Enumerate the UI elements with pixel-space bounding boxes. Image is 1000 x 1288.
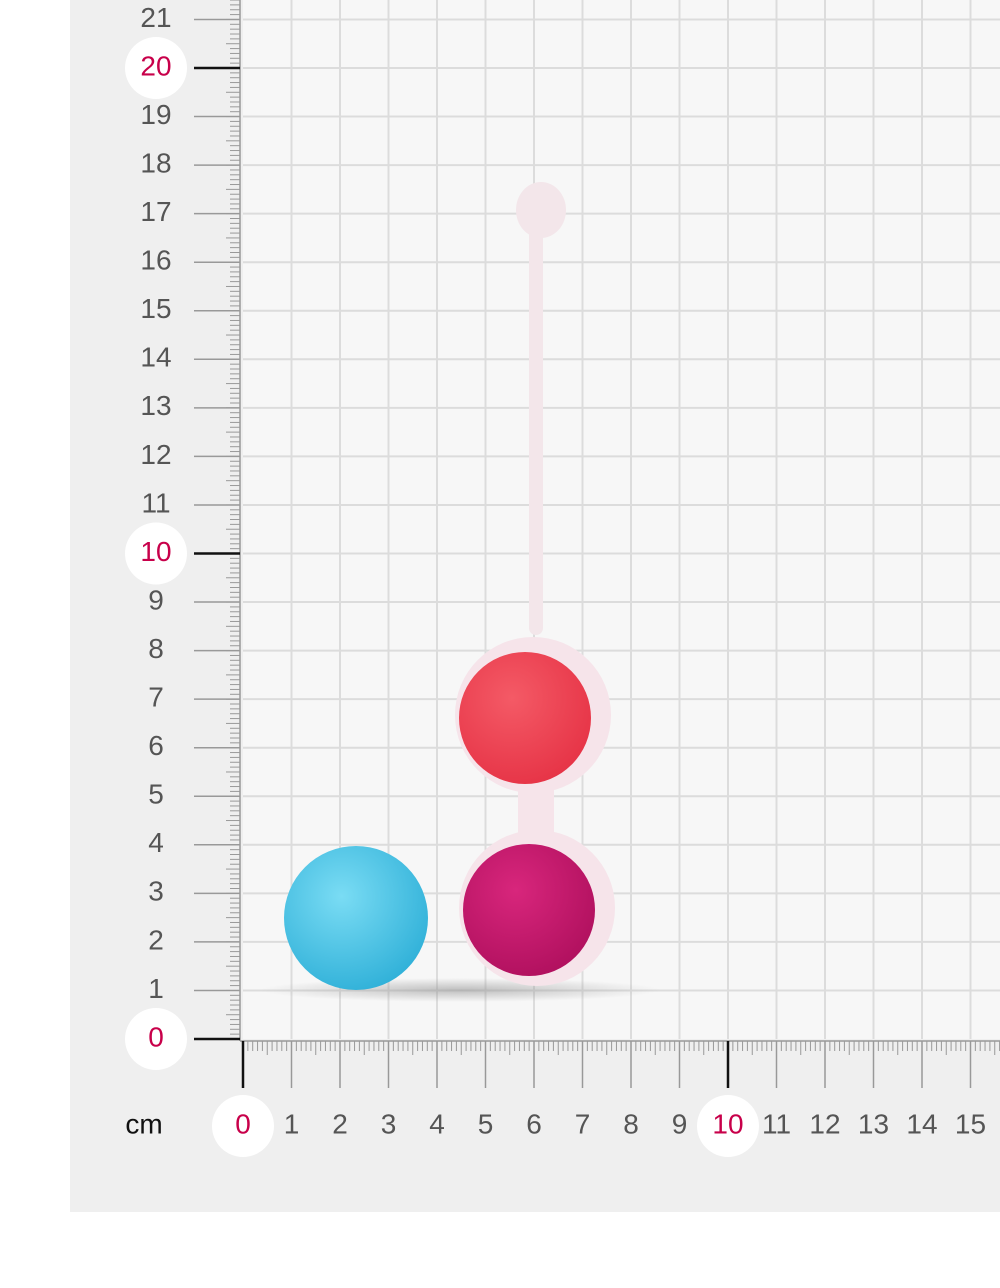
- y-tick-label: 16: [140, 245, 171, 276]
- red-ball: [459, 652, 591, 784]
- y-tick-label: 13: [140, 390, 171, 421]
- x-tick-label: 2: [332, 1108, 348, 1139]
- x-tick-label: 7: [575, 1108, 591, 1139]
- highlight-circle: [125, 1008, 187, 1070]
- y-tick-label: 14: [140, 342, 171, 373]
- y-tick-label: 10: [140, 536, 171, 567]
- y-tick-label: 5: [148, 779, 164, 810]
- x-tick-label: 12: [809, 1108, 840, 1139]
- y-tick-label: 18: [140, 147, 171, 178]
- highlight-circle: [212, 1095, 274, 1157]
- product: [260, 182, 660, 1002]
- grid: [243, 0, 1000, 1039]
- unit-label: cm: [125, 1108, 162, 1139]
- x-tick-label: 3: [381, 1108, 397, 1139]
- y-tick-label: 7: [148, 682, 164, 713]
- highlight-circle: [125, 37, 187, 99]
- y-tick-label: 11: [141, 487, 170, 518]
- highlight-circle: [697, 1095, 759, 1157]
- y-tick-label: 12: [140, 439, 171, 470]
- x-tick-label: 15: [955, 1108, 986, 1139]
- highlight-circle: [125, 522, 187, 585]
- x-tick-label: 5: [478, 1108, 494, 1139]
- y-tick-label: 20: [140, 50, 171, 81]
- x-tick-label: 14: [906, 1108, 937, 1139]
- x-tick-label: 11: [762, 1108, 791, 1139]
- y-tick-label: 0: [148, 1021, 164, 1052]
- y-tick-label: 1: [148, 973, 164, 1004]
- y-tick-label: 9: [148, 584, 164, 615]
- y-tick-label: 21: [140, 2, 171, 33]
- string: [529, 215, 543, 635]
- y-tick-label: 8: [148, 633, 164, 664]
- magenta-ball: [463, 844, 595, 976]
- blue-ball: [284, 846, 428, 990]
- x-tick-label: 1: [284, 1108, 300, 1139]
- y-tick-label: 6: [148, 730, 164, 761]
- y-tick-label: 19: [140, 99, 171, 130]
- x-tick-label: 8: [623, 1108, 639, 1139]
- x-tick-label: 0: [235, 1108, 251, 1139]
- x-tick-label: 6: [526, 1108, 542, 1139]
- y-tick-label: 15: [140, 293, 171, 324]
- y-tick-label: 2: [148, 924, 164, 955]
- neck: [518, 780, 554, 840]
- x-tick-label: 4: [429, 1108, 445, 1139]
- x-tick-label: 10: [712, 1108, 743, 1139]
- y-tick-label: 17: [140, 196, 171, 227]
- y-tick-label: 4: [148, 827, 164, 858]
- x-tick-label: 13: [858, 1108, 889, 1139]
- shadow: [260, 978, 660, 1002]
- string-tip: [516, 182, 566, 238]
- ruler: 0 1 2 3 4 5 6 7 8 9 10 11 12 13 14 15012345678910111213…: [125, 0, 1000, 1157]
- y-tick-label: 3: [148, 876, 164, 907]
- x-tick-label: 9: [672, 1108, 688, 1139]
